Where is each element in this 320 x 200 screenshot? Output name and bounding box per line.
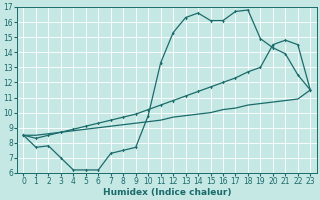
X-axis label: Humidex (Indice chaleur): Humidex (Indice chaleur)	[103, 188, 231, 197]
